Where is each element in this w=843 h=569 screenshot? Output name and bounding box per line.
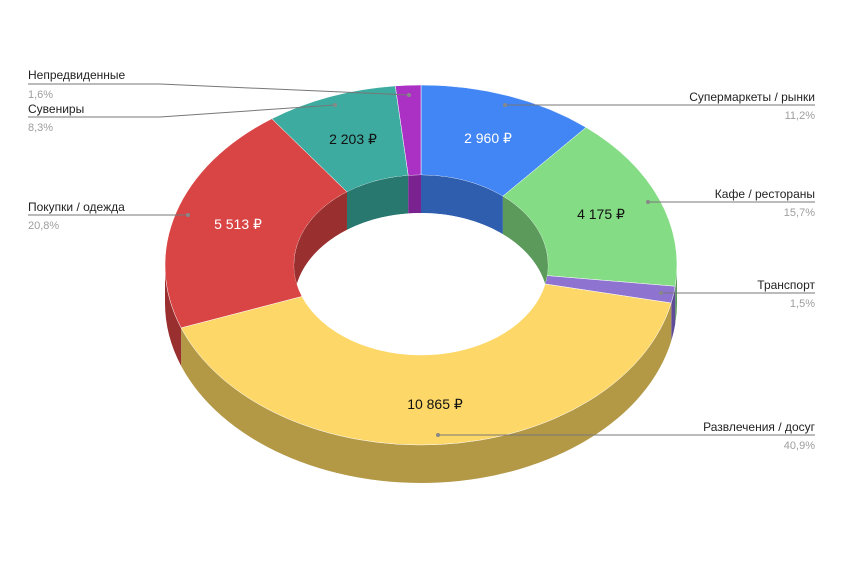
slice-outer-wall [181,302,672,483]
slice-name-label: Непредвиденные [28,68,126,82]
slice-percent-label: 8,3% [28,122,53,134]
leader-dot [186,213,190,217]
slice-name-label: Транспорт [757,278,815,292]
slice-name-label: Покупки / одежда [28,200,125,214]
leader-dot [407,93,411,97]
slice-name-label: Развлечения / досуг [703,420,815,434]
slice-name-label: Кафе / рестораны [715,187,815,201]
slice-name-label: Супермаркеты / рынки [689,90,815,104]
leader-dot [503,103,507,107]
leader-line [28,83,410,96]
slice-inner-wall [346,175,409,230]
slice-outer-wall [165,265,182,366]
leader-dot [436,433,440,437]
leader-dot [333,103,337,107]
slice-inner-wall [421,175,503,235]
leader-line [28,104,336,118]
slice-inner-wall [408,175,421,214]
slice-percent-label: 40,9% [784,440,815,452]
slice-percent-label: 20,8% [28,220,59,232]
slice-value-label: 2 203 ₽ [329,131,377,147]
leader-dot [659,291,663,295]
slice-percent-label: 1,6% [28,89,53,101]
slice-value-label: 4 175 ₽ [577,206,625,222]
slice-percent-label: 11,2% [785,110,816,122]
slice-inner-wall [294,191,347,303]
slice-name-label: Сувениры [28,102,84,116]
leader-dot [646,200,650,204]
slice-value-label: 2 960 ₽ [464,130,512,146]
slice-percent-label: 1,5% [790,298,815,310]
slice-value-label: 5 513 ₽ [214,216,262,232]
slice-inner-wall [502,196,548,303]
slice-value-label: 10 865 ₽ [407,396,463,412]
slice-percent-label: 15,7% [784,207,815,219]
slice-outer-wall [675,265,677,325]
